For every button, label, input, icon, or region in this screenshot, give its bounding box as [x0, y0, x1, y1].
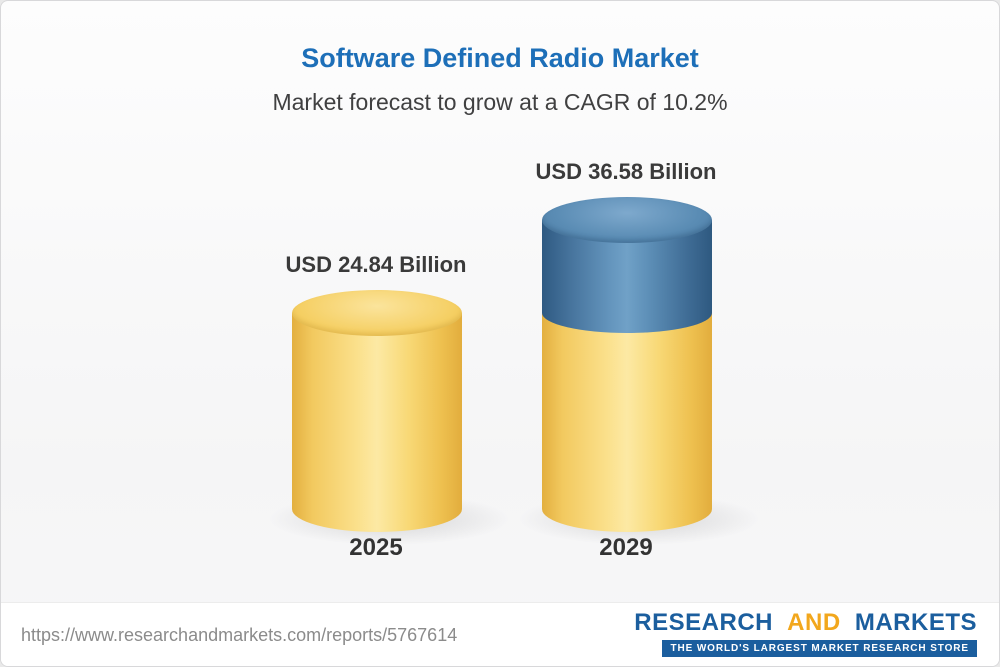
logo-wordmark: RESEARCH AND MARKETS — [634, 609, 977, 637]
bar-2025-base-segment — [292, 313, 462, 532]
chart-subtitle: Market forecast to grow at a CAGR of 10.… — [272, 89, 728, 115]
logo-word-and: AND — [787, 609, 841, 636]
bar-2029-cylinder — [542, 197, 712, 532]
logo-word-markets: MARKETS — [854, 609, 977, 636]
footer-bar: https://www.researchandmarkets.com/repor… — [1, 602, 999, 666]
value-label-2025: USD 24.84 Billion — [285, 252, 467, 277]
logo-tagline: THE WORLD'S LARGEST MARKET RESEARCH STOR… — [662, 640, 977, 657]
bar-2029-base-segment — [542, 312, 712, 532]
chart-title: Software Defined Radio Market — [301, 43, 699, 73]
x-axis-label-2025: 2025 — [349, 534, 403, 561]
bar-2025-top-cap — [292, 290, 462, 336]
report-url-text: https://www.researchandmarkets.com/repor… — [21, 625, 458, 645]
logo-word-research: RESEARCH — [634, 609, 773, 636]
bar-2025-cylinder — [292, 290, 462, 532]
research-and-markets-logo: RESEARCH AND MARKETS THE WORLD'S LARGEST… — [634, 609, 977, 657]
value-label-2029: USD 36.58 Billion — [535, 159, 717, 185]
x-axis-label-2029: 2029 — [599, 534, 653, 561]
bar-2029-top-cap — [542, 197, 712, 244]
